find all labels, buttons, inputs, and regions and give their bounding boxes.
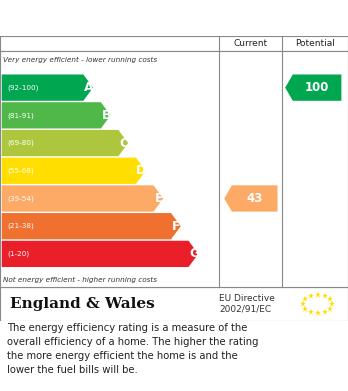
Text: (1-20): (1-20) — [8, 251, 30, 257]
Text: Not energy efficient - higher running costs: Not energy efficient - higher running co… — [3, 277, 158, 283]
Text: A: A — [84, 81, 94, 94]
Text: F: F — [172, 220, 181, 233]
Polygon shape — [2, 185, 163, 212]
Polygon shape — [2, 102, 111, 129]
Text: Energy Efficiency Rating: Energy Efficiency Rating — [7, 11, 228, 25]
Polygon shape — [2, 74, 93, 101]
Text: 43: 43 — [246, 192, 262, 205]
Text: Potential: Potential — [295, 39, 335, 48]
Text: (39-54): (39-54) — [8, 195, 34, 202]
Text: B: B — [102, 109, 111, 122]
Text: (21-38): (21-38) — [8, 223, 34, 230]
Text: EU Directive
2002/91/EC: EU Directive 2002/91/EC — [219, 294, 275, 314]
Text: Current: Current — [234, 39, 268, 48]
Text: 100: 100 — [304, 81, 329, 94]
Text: The energy efficiency rating is a measure of the
overall efficiency of a home. T: The energy efficiency rating is a measur… — [7, 323, 259, 375]
Text: (55-68): (55-68) — [8, 167, 34, 174]
Text: D: D — [136, 164, 147, 177]
Text: E: E — [155, 192, 163, 205]
Polygon shape — [2, 213, 181, 239]
Text: (92-100): (92-100) — [8, 84, 39, 91]
Text: G: G — [189, 248, 199, 260]
Text: C: C — [119, 136, 128, 149]
Polygon shape — [224, 185, 277, 212]
Polygon shape — [285, 74, 341, 101]
Polygon shape — [2, 130, 128, 156]
Text: England & Wales: England & Wales — [10, 297, 155, 311]
Polygon shape — [2, 241, 198, 267]
Text: (69-80): (69-80) — [8, 140, 34, 146]
Text: (81-91): (81-91) — [8, 112, 34, 118]
Text: Very energy efficient - lower running costs: Very energy efficient - lower running co… — [3, 57, 158, 63]
Polygon shape — [2, 158, 146, 184]
